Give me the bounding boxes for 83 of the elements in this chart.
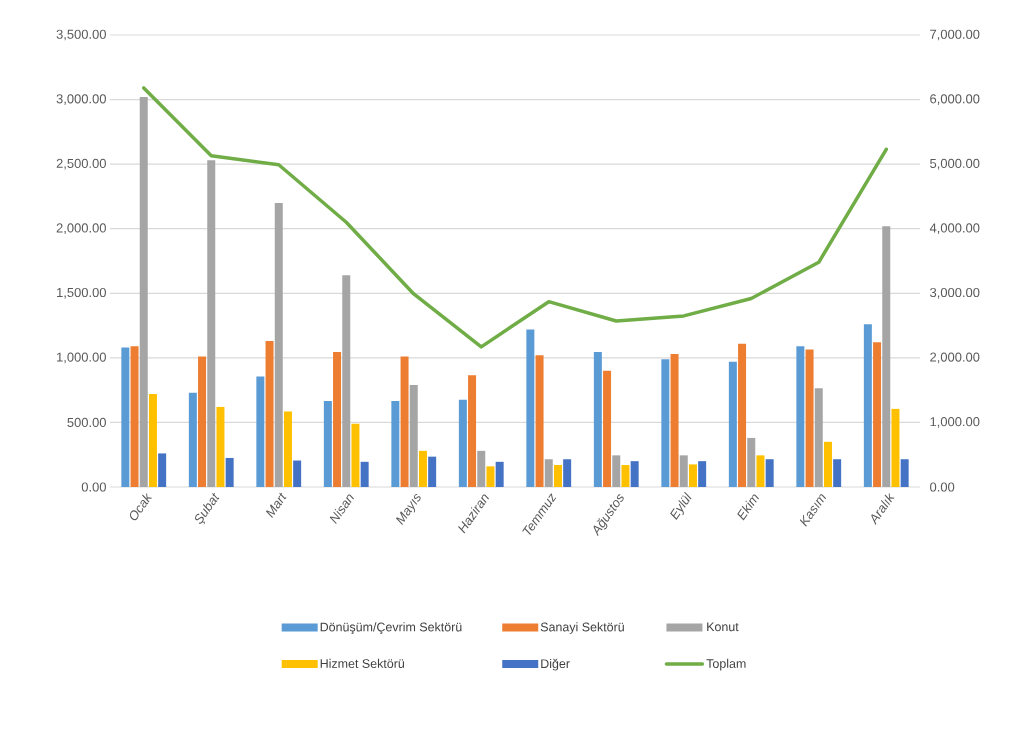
bar [526,329,535,487]
bar [486,466,495,487]
bar [323,401,332,487]
bar [148,394,157,487]
legend-label: Dönüşüm/Çevrim Sektörü [320,622,462,634]
bar [409,384,418,487]
bar [391,401,400,487]
bar [283,411,292,487]
bar [882,226,891,487]
bar [333,352,342,487]
bar [274,202,283,487]
legend-label: Sanayi Sektörü [540,622,624,634]
y-tick-label: 2,500.00 [56,158,106,170]
bar [747,437,756,487]
bar [661,359,670,487]
bar [139,96,148,487]
bar [900,459,909,487]
bar [225,457,234,487]
bar [796,346,805,487]
y-tick-label: 1,500.00 [57,287,106,299]
bar [458,399,467,487]
y2-tick-label: 6,000.00 [930,94,980,105]
bar [833,459,842,487]
bar [293,460,302,487]
y2-tick-label: 4,000.00 [929,223,980,235]
bar [351,423,360,487]
bar [495,461,504,487]
bar [544,459,553,487]
bar [360,461,369,487]
bar [805,349,814,487]
bar [873,342,882,487]
bar [400,356,409,487]
legend-label: Diğer [541,658,570,671]
legend-label: Hizmet Sektörü [320,658,404,668]
bar [188,392,197,487]
bar [728,361,737,487]
bar [428,456,437,487]
bar [593,352,602,487]
bar [688,464,697,487]
y2-tick-label: 3,000.00 [930,287,980,299]
bar [265,341,274,487]
bar [621,465,630,487]
bar [216,406,225,487]
bar [418,450,427,487]
bar [765,459,774,487]
bar [477,450,486,487]
bar [130,346,139,487]
bar [679,455,688,487]
y2-tick-label: 5,000.00 [930,158,980,170]
bar [891,408,900,487]
bar [863,324,872,487]
y-tick-label: 3,000.00 [56,94,106,105]
bar [553,465,562,487]
bar [630,461,639,487]
bar [563,459,572,487]
y-tick-label: 3,500.00 [56,29,106,41]
bar [535,355,544,487]
bar [756,455,765,487]
bar [342,275,351,487]
bar [670,353,679,487]
y-tick-label: 2,000.00 [56,223,106,235]
y-tick-label: 500.00 [67,417,106,428]
line-series [142,86,889,349]
bar [612,455,621,487]
bar [698,461,707,487]
legend-label: Toplam [706,658,746,671]
bar [256,376,265,487]
y-tick-label: 1,000.00 [57,352,106,364]
legend-label: Konut [707,622,739,632]
y2-tick-label: 2,000.00 [930,352,980,364]
y2-tick-label: 0.00 [930,482,955,492]
bar [823,441,832,487]
bar [738,343,747,487]
bar [814,388,823,487]
bar [158,453,167,487]
y2-tick-label: 7,000.00 [930,29,980,41]
bar [468,375,477,487]
bar [198,356,207,487]
bar [207,160,216,487]
y2-tick-label: 1,000.00 [930,417,980,428]
bar [121,347,130,487]
bar [603,370,612,487]
y-tick-label: 0.00 [81,482,106,492]
